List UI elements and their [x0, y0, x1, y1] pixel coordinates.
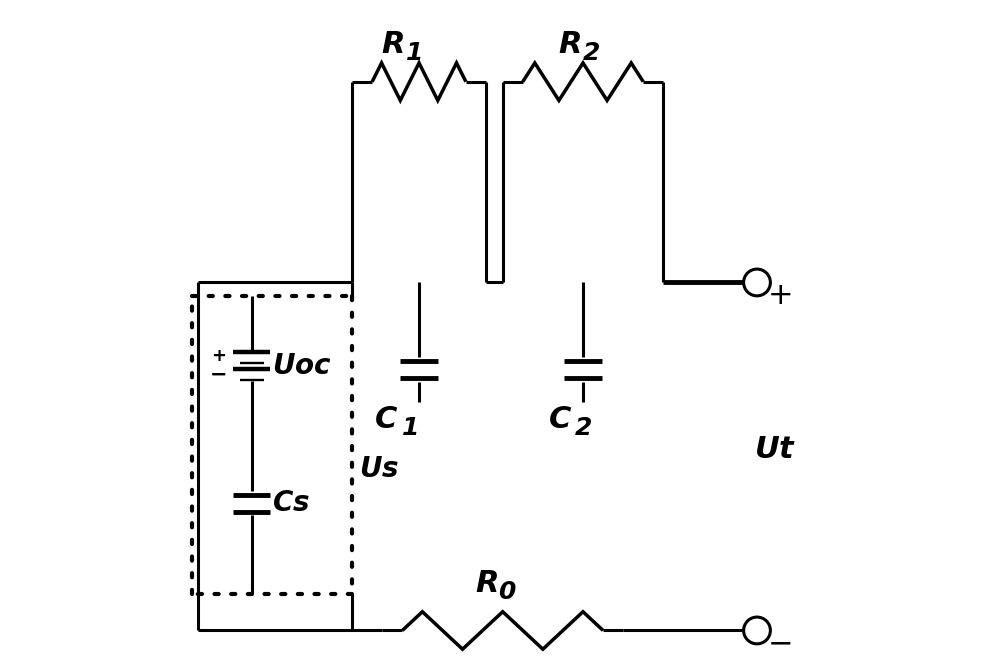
- Text: $\bfit{Uoc}$: $\bfit{Uoc}$: [272, 353, 331, 380]
- Text: $-$: $-$: [767, 628, 792, 657]
- Text: $\bfit{2}$: $\bfit{2}$: [582, 41, 600, 65]
- Text: $\bfit{R}$: $\bfit{R}$: [558, 30, 581, 60]
- Text: $\bfit{Us}$: $\bfit{Us}$: [359, 456, 399, 483]
- Text: $\bfit{R}$: $\bfit{R}$: [381, 30, 404, 60]
- Text: $\bfit{2}$: $\bfit{2}$: [574, 416, 592, 439]
- Text: +: +: [210, 347, 226, 365]
- Text: $\bfit{R}$: $\bfit{R}$: [474, 568, 497, 599]
- Text: $\bfit{1}$: $\bfit{1}$: [401, 416, 418, 439]
- Text: $\bfit{C}$: $\bfit{C}$: [374, 404, 398, 435]
- Text: $\bfit{1}$: $\bfit{1}$: [406, 41, 422, 65]
- Text: $\bfit{0}$: $\bfit{0}$: [498, 580, 517, 603]
- Text: $\bfit{Cs}$: $\bfit{Cs}$: [272, 490, 310, 517]
- Text: $\bfit{C}$: $\bfit{C}$: [548, 404, 571, 435]
- Text: $+$: $+$: [767, 282, 792, 310]
- Text: −: −: [209, 365, 227, 385]
- Text: $\bfit{Ut}$: $\bfit{Ut}$: [754, 434, 796, 465]
